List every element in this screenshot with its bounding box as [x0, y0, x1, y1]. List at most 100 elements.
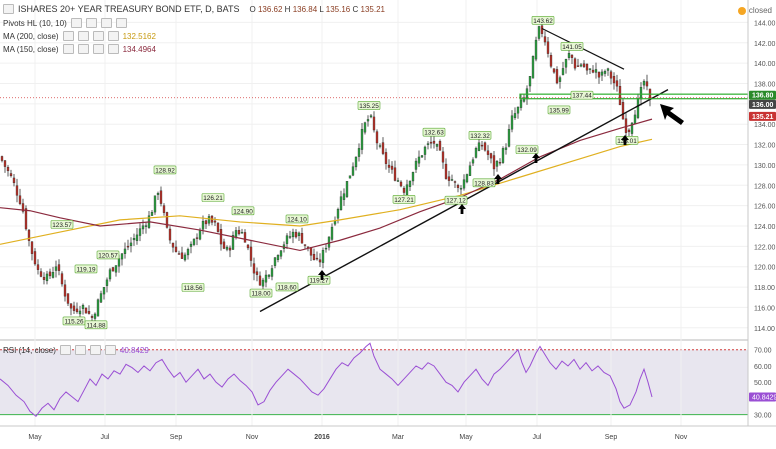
price-tick-label: 130.00 — [754, 163, 776, 170]
price-tick-label: 134.00 — [754, 122, 776, 129]
close-icon[interactable] — [100, 18, 112, 28]
time-tick-label: Mar — [392, 434, 405, 441]
indicator-pivots-label: Pivots HL (10, 10) — [3, 18, 67, 28]
candle-body — [561, 68, 565, 75]
candle-body — [57, 264, 61, 271]
pivot-label-box — [547, 105, 571, 115]
candle-body — [483, 142, 487, 151]
pivot-label-text: 118.56 — [183, 285, 203, 292]
candle-body — [573, 58, 577, 69]
candle-body — [609, 71, 613, 79]
candle-body — [318, 259, 322, 263]
pivot-label-box — [515, 145, 539, 154]
candle-body — [186, 249, 190, 256]
candle-body — [639, 87, 643, 100]
ohlc-o-value: 136.62 — [257, 4, 283, 14]
candle-body — [324, 247, 328, 250]
candle-body — [549, 55, 553, 67]
up-arrow-icon — [494, 174, 502, 184]
indicator-ma200-value: 132.5162 — [122, 31, 156, 41]
candle-body — [99, 293, 103, 303]
candle-body — [129, 242, 133, 247]
candle-body — [165, 212, 169, 228]
pivot-label-text: 124.90 — [233, 208, 253, 215]
indicator-ma150[interactable]: MA (150, close) 134.4964 — [3, 44, 156, 54]
eye-icon[interactable] — [59, 345, 71, 355]
candle-body — [405, 184, 409, 196]
more-icon[interactable] — [115, 18, 127, 28]
pivot-label-text: 143.62 — [533, 18, 553, 25]
candle-body — [642, 80, 646, 86]
candle-body — [237, 230, 241, 235]
candle-body — [117, 258, 121, 267]
indicator-pivots[interactable]: Pivots HL (10, 10) — [3, 18, 127, 28]
up-arrow-icon — [458, 204, 466, 214]
candle-body — [276, 255, 280, 260]
candle-body — [579, 64, 583, 67]
ohlc-c-label: C — [352, 4, 359, 14]
candle-body — [459, 188, 463, 190]
close-icon[interactable] — [92, 31, 104, 41]
ohlc-c-value: 135.21 — [360, 4, 385, 14]
candle-body — [495, 161, 499, 167]
up-arrow-icon — [532, 153, 540, 163]
candle-body — [528, 76, 532, 87]
indicator-rsi[interactable]: RSI (14, close) 40.8429 — [3, 345, 149, 355]
candle-body — [408, 180, 412, 187]
candle-body — [504, 147, 508, 150]
indicator-ma200[interactable]: MA (200, close) 132.5162 — [3, 31, 156, 41]
candle-body — [285, 235, 289, 244]
eye-icon[interactable] — [70, 18, 82, 28]
settings-icon[interactable] — [77, 44, 89, 54]
candle-body — [12, 177, 16, 184]
candle-body — [351, 166, 355, 176]
candle-body — [36, 264, 40, 270]
price-tick-label: 124.00 — [754, 224, 776, 231]
candle-body — [456, 185, 460, 188]
candle-body — [123, 248, 127, 254]
candle-body — [540, 25, 544, 34]
candle-body — [489, 153, 493, 159]
price-axis: 114.00 116.00 118.00 120.00 122.00 124.00 126.… — [747, 0, 776, 444]
price-tick-label: 126.00 — [754, 204, 776, 211]
eye-icon[interactable] — [62, 31, 74, 41]
ohlc-values: O 136.62 H 136.84 L 135.16 C 135.21 — [250, 5, 385, 14]
settings-icon[interactable] — [74, 345, 86, 355]
candle-body — [90, 316, 94, 318]
candle-body — [498, 162, 502, 164]
more-icon[interactable] — [107, 44, 119, 54]
pivot-label-text: 128.83 — [474, 180, 494, 187]
time-tick-label: May — [28, 434, 42, 441]
candle-body — [189, 243, 193, 247]
more-icon[interactable] — [107, 31, 119, 41]
pivot-label-box — [96, 250, 120, 260]
candle-body — [183, 254, 187, 261]
candle-body — [555, 69, 559, 84]
settings-icon[interactable] — [77, 31, 89, 41]
pivot-label: 115.26 — [62, 316, 86, 325]
candle-body — [309, 247, 313, 256]
candle-body — [162, 205, 166, 213]
close-icon[interactable] — [89, 345, 101, 355]
candle-body — [291, 231, 295, 238]
eye-icon[interactable] — [62, 44, 74, 54]
candle-body — [222, 241, 226, 249]
rsi-tag-box — [749, 392, 776, 402]
time-tick-label: May — [459, 434, 473, 441]
pivot-label-box — [422, 127, 446, 137]
close-icon[interactable] — [92, 44, 104, 54]
candle-body — [345, 181, 349, 197]
settings-icon[interactable] — [85, 18, 97, 28]
pivot-label-box — [570, 90, 594, 100]
candle-body — [426, 143, 430, 145]
more-icon[interactable] — [104, 345, 116, 355]
collapse-toggle-icon[interactable] — [3, 4, 14, 14]
candle-body — [96, 299, 100, 317]
candle-body — [66, 293, 70, 304]
candle-body — [471, 159, 475, 164]
candle-body — [21, 203, 25, 212]
candle-body — [402, 187, 406, 193]
candle-body — [6, 167, 10, 172]
candle-body — [414, 160, 418, 170]
pivot-label: 132.63 — [422, 127, 446, 137]
